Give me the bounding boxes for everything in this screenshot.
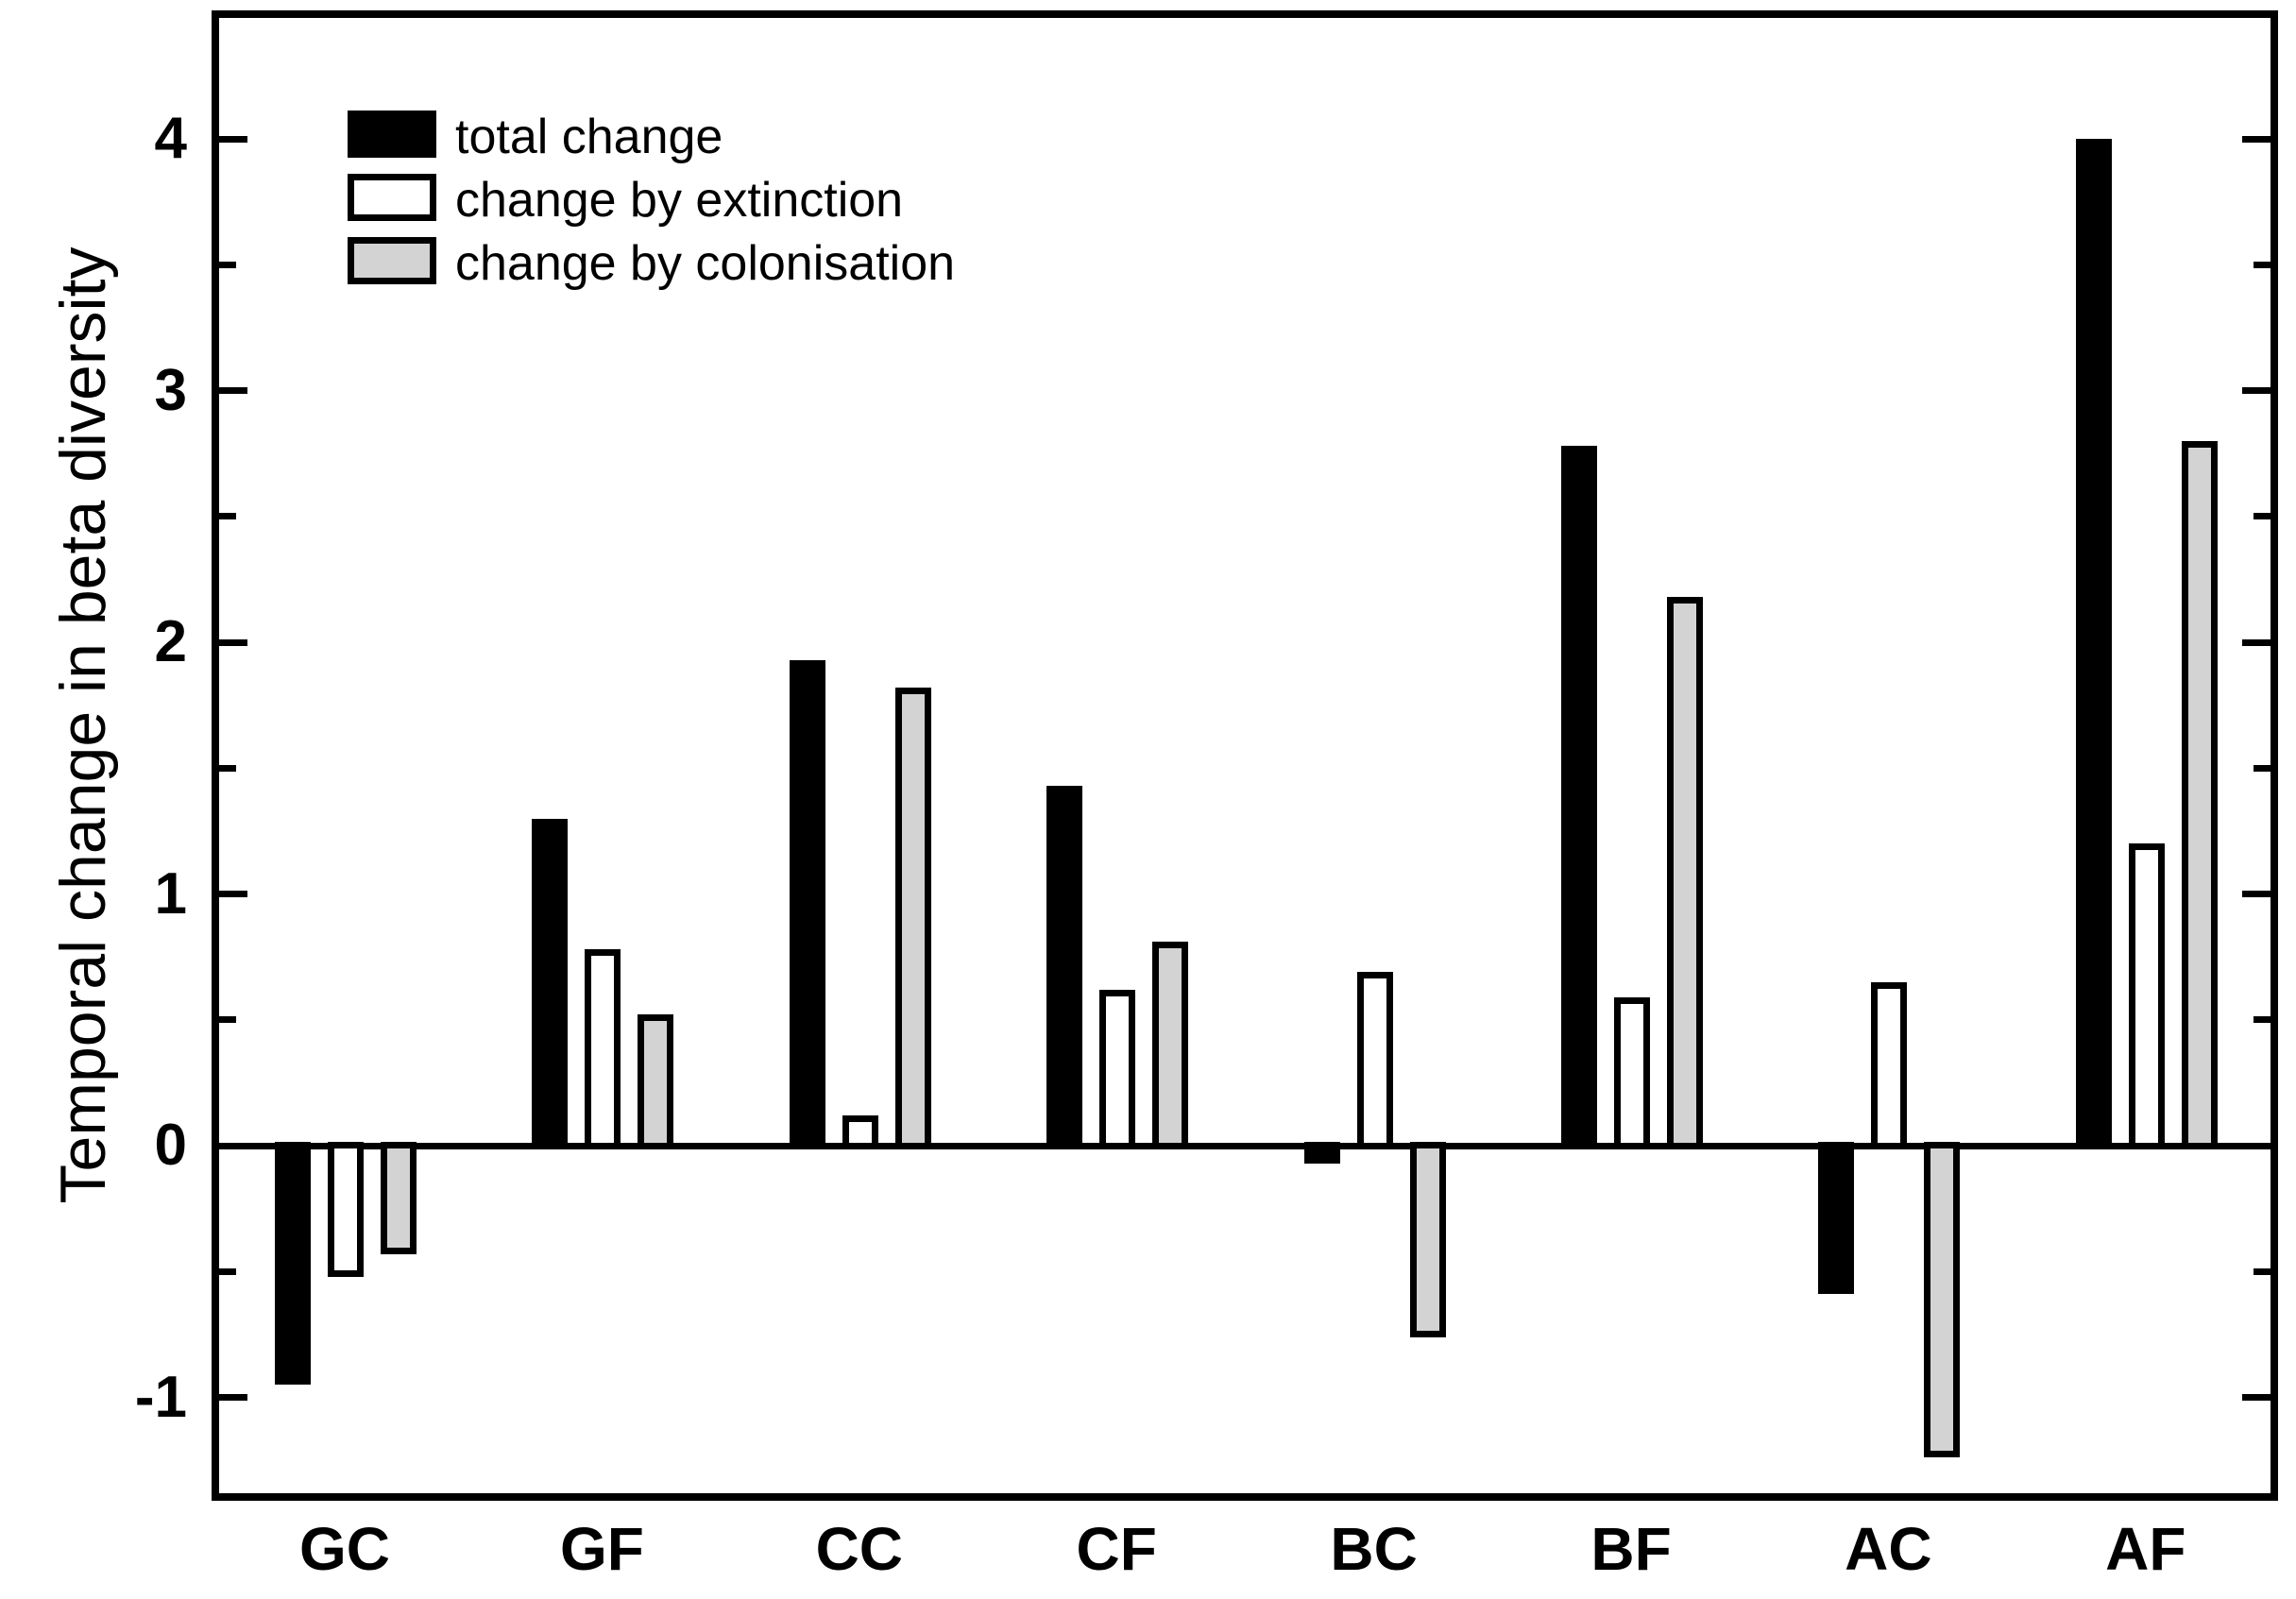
y-minor-tick-right — [2253, 1267, 2270, 1275]
x-category-label: GF — [559, 1515, 644, 1583]
y-major-tick-left — [219, 1142, 247, 1149]
bar-bc-change-by-colonisation — [1409, 1142, 1446, 1337]
bar-ac-change-by-colonisation — [1924, 1142, 1961, 1458]
bar-ac-total-change — [1818, 1142, 1855, 1295]
x-category-label: AC — [1845, 1515, 1932, 1583]
legend-swatch-change-by-extinction — [348, 174, 436, 221]
bar-af-change-by-extinction — [2128, 843, 2165, 1149]
y-minor-tick-left — [219, 1267, 236, 1275]
y-tick-label: 4 — [154, 106, 187, 171]
y-major-tick-right — [2242, 1394, 2270, 1401]
y-tick-label: 1 — [154, 860, 187, 927]
y-tick-label: 3 — [154, 357, 187, 423]
legend-swatch-total-change — [348, 111, 436, 158]
x-category-label: GC — [299, 1515, 390, 1583]
y-major-tick-left — [219, 638, 247, 646]
bar-gf-change-by-colonisation — [638, 1014, 674, 1149]
y-minor-tick-right — [2253, 513, 2270, 520]
bar-ac-change-by-extinction — [1871, 981, 1908, 1149]
y-tick-label: 0 — [154, 1113, 187, 1178]
bar-cf-total-change — [1046, 785, 1083, 1149]
bar-bf-total-change — [1561, 446, 1597, 1149]
bar-cc-change-by-colonisation — [894, 687, 931, 1149]
legend-swatch-change-by-colonisation — [348, 237, 436, 284]
y-major-tick-right — [2242, 135, 2270, 143]
y-minor-tick-right — [2253, 261, 2270, 268]
bar-cf-change-by-extinction — [1099, 989, 1136, 1149]
x-category-label: CC — [815, 1515, 904, 1583]
y-major-tick-left — [219, 891, 247, 897]
legend-label-change-by-extinction: change by extinction — [455, 173, 904, 228]
bar-gc-change-by-colonisation — [381, 1142, 417, 1254]
x-category-label: BC — [1330, 1515, 1418, 1583]
bar-gf-total-change — [532, 818, 569, 1149]
bar-cc-change-by-extinction — [842, 1115, 878, 1149]
bar-gc-total-change — [275, 1142, 311, 1386]
bar-gf-change-by-extinction — [585, 949, 621, 1149]
plot-frame — [212, 10, 2278, 1501]
y-major-tick-right — [2242, 1142, 2270, 1149]
y-minor-tick-right — [2253, 1016, 2270, 1024]
x-category-label: CF — [1076, 1515, 1157, 1583]
bar-af-total-change — [2075, 139, 2112, 1149]
y-major-tick-right — [2242, 387, 2270, 394]
bar-cf-change-by-colonisation — [1152, 942, 1189, 1149]
y-major-tick-left — [219, 387, 247, 394]
zero-baseline — [219, 1142, 2270, 1149]
x-category-label: AF — [2105, 1515, 2186, 1583]
bar-bf-change-by-colonisation — [1667, 597, 1703, 1149]
y-major-tick-right — [2242, 638, 2270, 646]
legend-label-total-change: total change — [455, 110, 723, 164]
bar-bc-total-change — [1303, 1142, 1340, 1164]
bar-bc-change-by-extinction — [1356, 972, 1393, 1149]
y-tick-label: -1 — [134, 1364, 187, 1430]
y-minor-tick-left — [219, 513, 236, 520]
bar-cc-total-change — [789, 659, 825, 1149]
x-category-label: BF — [1590, 1515, 1672, 1583]
bar-bf-change-by-extinction — [1614, 996, 1650, 1149]
y-axis-title: Temporal change in beta diversity — [47, 247, 119, 1204]
y-minor-tick-right — [2253, 764, 2270, 772]
y-minor-tick-left — [219, 261, 236, 268]
y-major-tick-right — [2242, 891, 2270, 897]
y-minor-tick-left — [219, 764, 236, 772]
y-tick-label: 2 — [154, 609, 187, 674]
y-major-tick-left — [219, 1394, 247, 1401]
bar-gc-change-by-extinction — [328, 1142, 364, 1277]
bar-af-change-by-colonisation — [2181, 440, 2218, 1149]
y-major-tick-left — [219, 135, 247, 143]
legend-label-change-by-colonisation: change by colonisation — [455, 236, 956, 291]
y-minor-tick-left — [219, 1016, 236, 1024]
